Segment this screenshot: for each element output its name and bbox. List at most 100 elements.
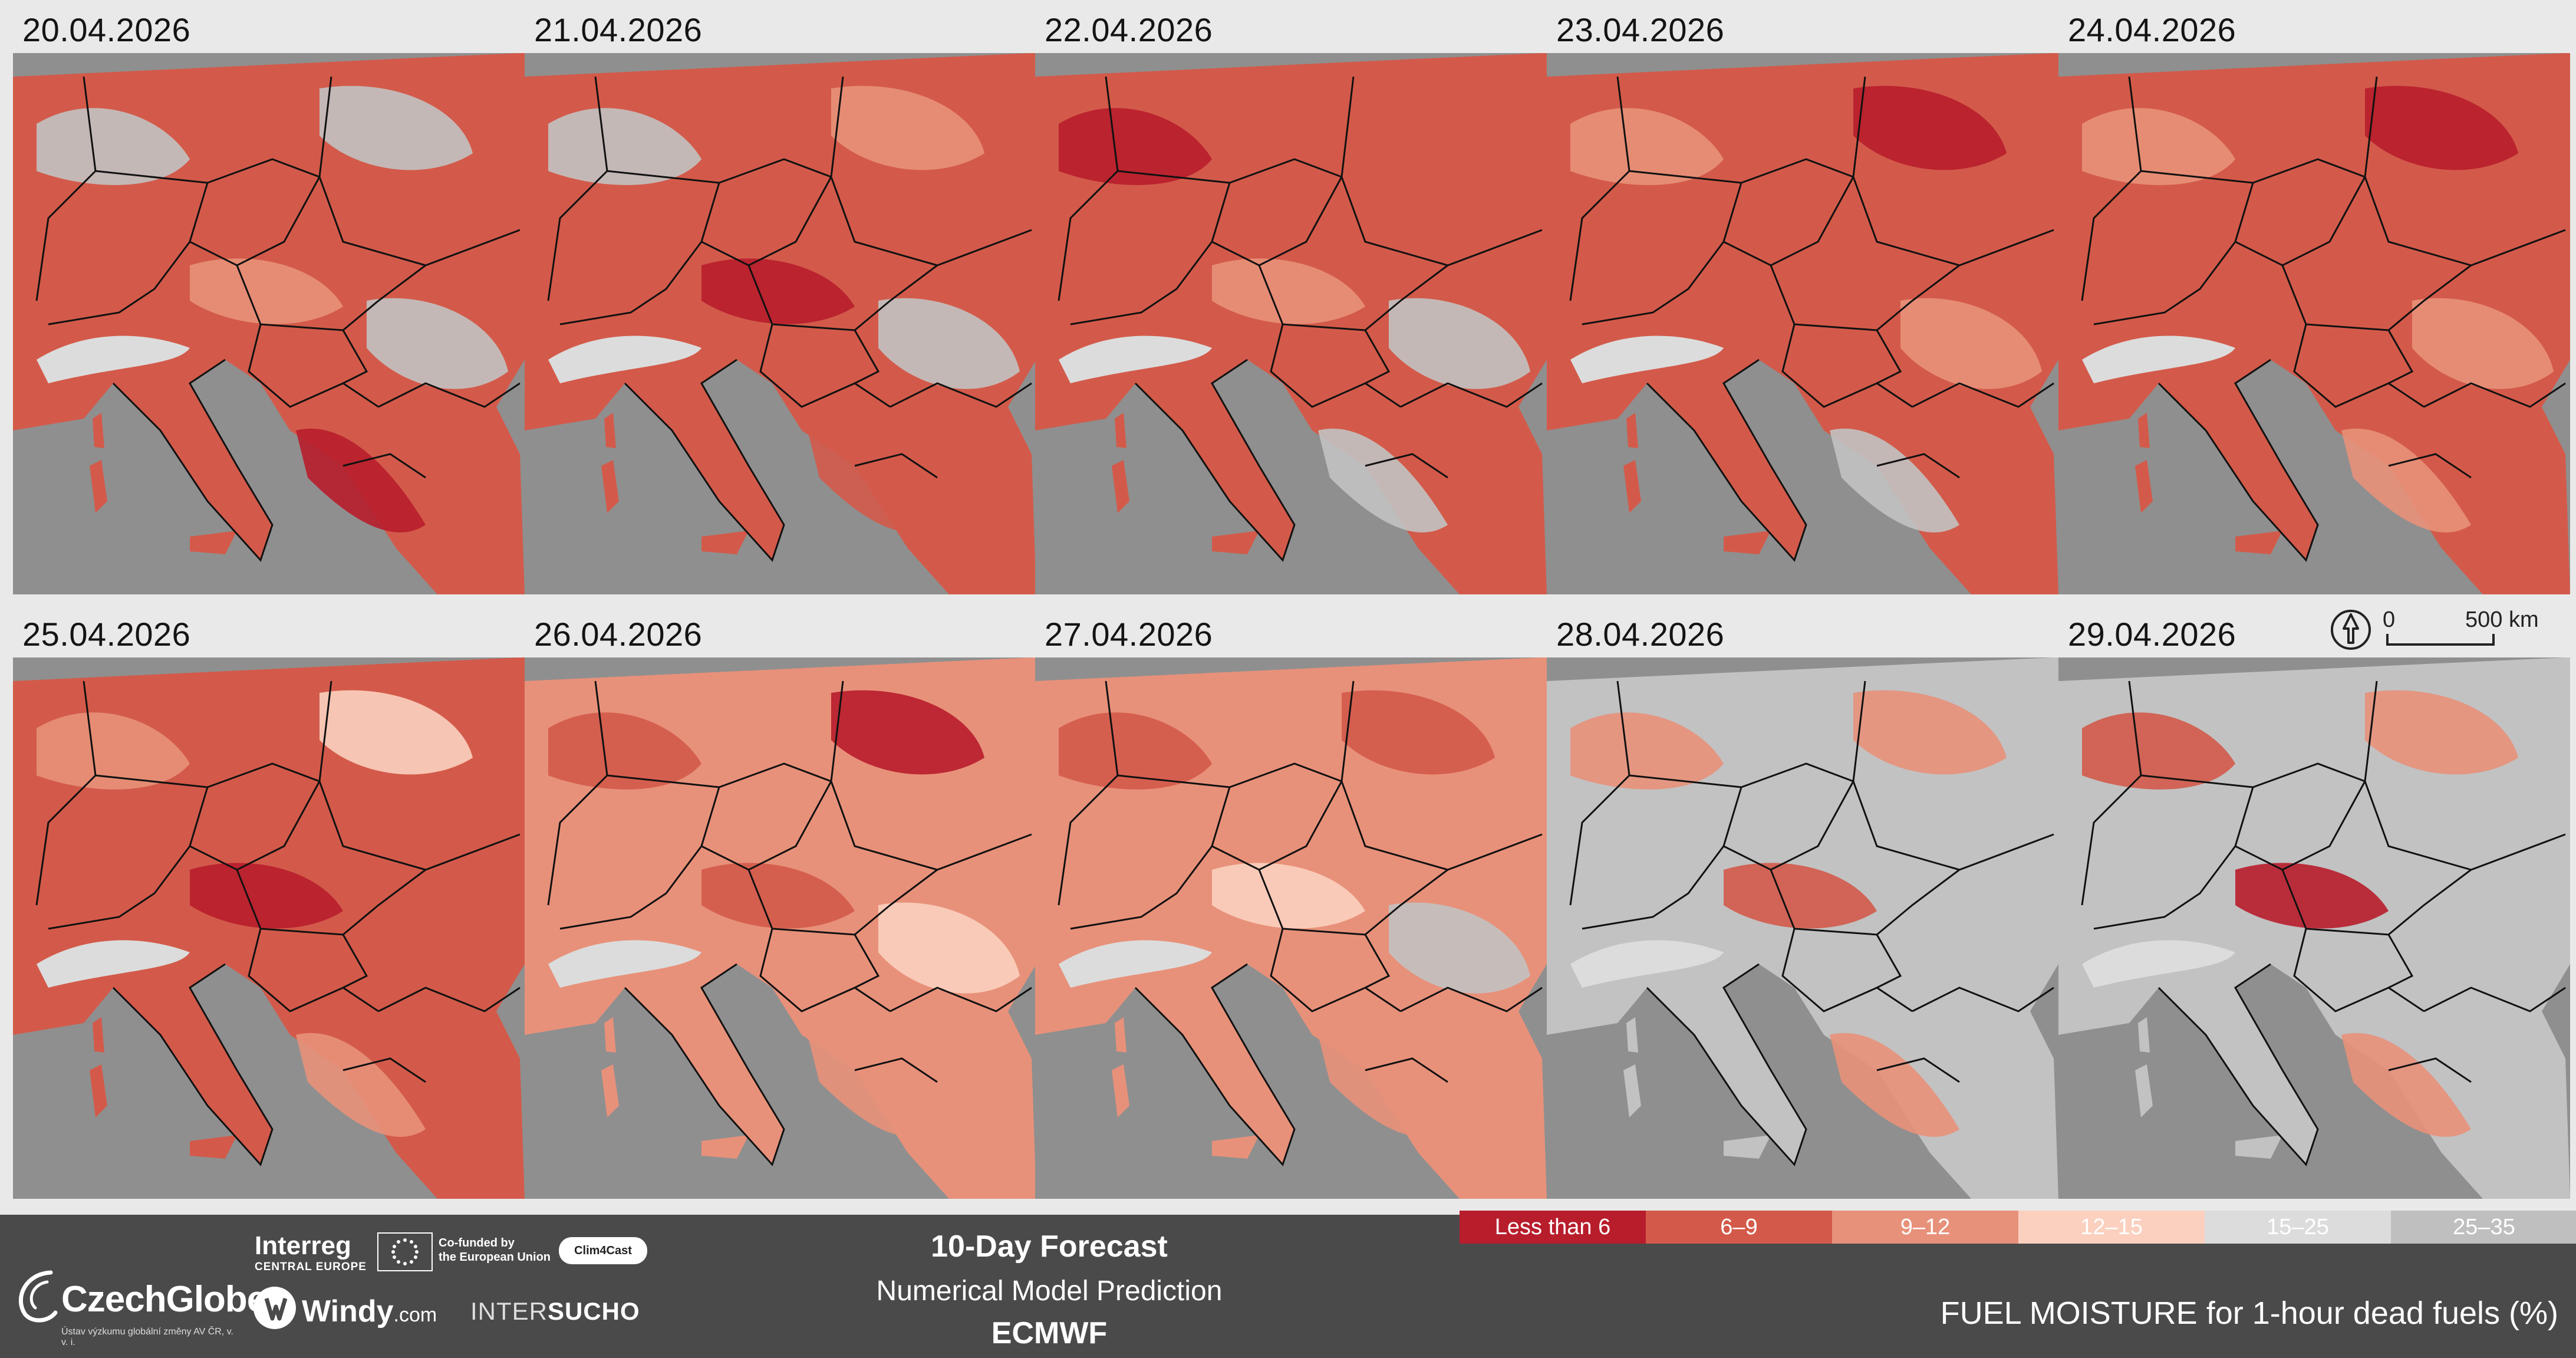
fuel-moisture-map: [13, 657, 525, 1199]
panel-date: 28.04.2026: [1556, 616, 1725, 653]
alps-band: [2082, 336, 2235, 383]
eu-flag-icon: [377, 1232, 433, 1271]
country-border: [342, 934, 368, 989]
moisture-patch: [2235, 258, 2389, 324]
country-border: [378, 987, 521, 1012]
sardinia: [1112, 1064, 1129, 1117]
country-border: [1582, 846, 1725, 930]
country-border: [318, 781, 521, 871]
moisture-patch: [1389, 298, 1530, 389]
corsica: [604, 413, 616, 448]
moisture-patch: [701, 258, 855, 324]
legend-item: 25–35: [2391, 1211, 2576, 1244]
country-border: [1340, 176, 1543, 267]
panel-date: 22.04.2026: [1045, 11, 1213, 48]
sicily: [2235, 531, 2282, 554]
corsica: [2138, 413, 2150, 448]
corsica: [1626, 413, 1638, 448]
country-border: [854, 330, 880, 384]
corsica: [93, 1017, 104, 1053]
country-border: [1629, 762, 1854, 788]
country-border: [830, 781, 1032, 871]
moisture-patch: [878, 298, 1020, 389]
moisture-patch: [1318, 428, 1448, 532]
sardinia: [2135, 460, 2153, 513]
country-border: [1117, 158, 1342, 184]
country-border: [2364, 781, 2566, 871]
country-border: [1117, 762, 1342, 788]
country-border: [1582, 241, 1725, 325]
country-border: [1364, 934, 1391, 989]
moisture-patch: [831, 690, 984, 775]
moisture-patch: [2341, 428, 2471, 532]
country-border: [559, 241, 703, 325]
fuel-moisture-map: [1035, 657, 1547, 1199]
country-border: [1058, 680, 1119, 906]
moisture-patch: [2412, 902, 2554, 994]
moisture-patch: [1853, 690, 2007, 775]
moisture-patch: [1830, 428, 1959, 532]
alps-band: [1570, 940, 1724, 988]
intersucho-suffix: SUCHO: [548, 1297, 640, 1325]
country-border: [342, 330, 368, 384]
moisture-patch: [1389, 902, 1530, 994]
coastline: [112, 963, 274, 1166]
moisture-patch: [1830, 1033, 1959, 1137]
czechglobe-logo: CzechGlobe Ústav výzkumu globální změny …: [14, 1262, 267, 1350]
country-border: [830, 680, 844, 782]
sicily: [2235, 1135, 2282, 1159]
corsica: [1115, 413, 1126, 448]
country-border: [1365, 1057, 1448, 1083]
country-border: [607, 762, 832, 788]
country-border: [1569, 76, 1630, 301]
country-border: [1400, 987, 1543, 1012]
sicily: [701, 1135, 749, 1159]
coastline: [624, 359, 785, 562]
moisture-patch: [296, 428, 426, 532]
sardinia: [1623, 1064, 1641, 1117]
country-border: [759, 324, 891, 408]
coastline: [1646, 963, 1807, 1166]
windy-icon: [253, 1287, 296, 1329]
legend-item: Less than 6: [1460, 1211, 1646, 1244]
moisture-patch: [2082, 712, 2235, 790]
sicily: [1212, 531, 1259, 554]
moisture-patch: [296, 1033, 426, 1137]
country-border: [890, 382, 1032, 408]
country-border: [48, 241, 191, 325]
country-border: [607, 158, 832, 184]
moisture-patch: [1570, 108, 1724, 185]
sardinia: [90, 1064, 107, 1117]
coastline: [1134, 359, 1296, 562]
legend-item: 12–15: [2018, 1211, 2205, 1244]
fuel-moisture-map: [1547, 53, 2058, 594]
country-border: [1270, 324, 1401, 408]
corsica: [604, 1017, 616, 1053]
intersucho-prefix: INTER: [470, 1297, 548, 1325]
country-border: [1340, 680, 1355, 782]
clim4cast-wordmark: Clim4Cast: [559, 1237, 647, 1264]
country-border: [1912, 382, 2054, 408]
country-border: [2364, 680, 2378, 782]
country-border: [2081, 680, 2142, 906]
fuel-moisture-map: [2058, 53, 2570, 594]
moisture-patch: [1059, 108, 1212, 185]
moisture-patch: [1212, 863, 1365, 929]
sardinia: [1623, 460, 1641, 513]
country-border: [1270, 928, 1401, 1012]
corsica: [93, 413, 104, 448]
moisture-patch: [878, 902, 1020, 994]
country-border: [559, 846, 703, 930]
moisture-patch: [190, 863, 343, 929]
alps-band: [37, 336, 190, 383]
clim4cast-logo: Clim4Cast: [559, 1237, 651, 1265]
country-border: [759, 928, 891, 1012]
panel-date: 20.04.2026: [22, 11, 191, 48]
country-border: [2093, 846, 2236, 930]
forecast-title: 10-Day Forecast: [931, 1229, 1168, 1264]
forecast-subtitle: Numerical Model Prediction: [876, 1275, 1223, 1307]
moisture-patch: [1900, 298, 2042, 389]
moisture-patch: [367, 298, 508, 389]
country-border: [35, 680, 97, 906]
alps-band: [1059, 940, 1212, 988]
